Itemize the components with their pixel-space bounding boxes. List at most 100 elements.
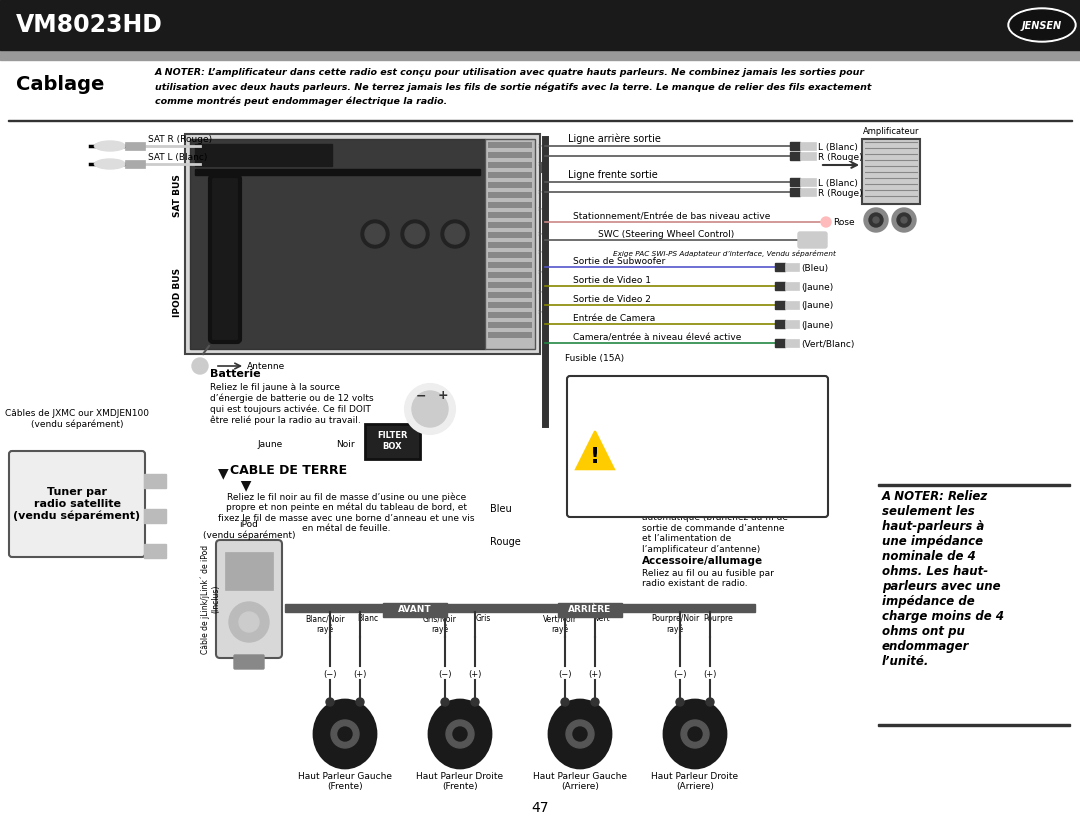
Text: SAT L (Blanc): SAT L (Blanc) (148, 153, 207, 162)
Circle shape (365, 224, 384, 244)
Bar (800, 178, 816, 186)
Bar (775, 263, 785, 271)
Bar (383, 603, 447, 617)
Text: Antenne: Antenne (247, 361, 285, 370)
Text: (−): (−) (323, 670, 337, 679)
Bar (8, 120, 1072, 121)
Circle shape (901, 217, 907, 223)
Text: Gris/Noir
rayé: Gris/Noir rayé (423, 614, 457, 634)
Text: (+): (+) (589, 670, 602, 679)
Bar (0, 50, 1080, 60)
Text: ▼: ▼ (218, 466, 229, 480)
Bar (878, 724, 1070, 726)
Text: SAT BUS: SAT BUS (173, 174, 181, 217)
Ellipse shape (94, 161, 106, 167)
Text: (+): (+) (703, 670, 717, 679)
Text: IPOD BUS: IPOD BUS (173, 268, 181, 317)
Ellipse shape (1010, 10, 1074, 40)
Bar (488, 162, 532, 168)
Bar (285, 604, 755, 612)
Text: Stationnement/Entrée de bas niveau active: Stationnement/Entrée de bas niveau activ… (573, 212, 770, 221)
Text: (Jaune): (Jaune) (801, 302, 834, 310)
Bar (488, 262, 532, 268)
Circle shape (453, 727, 467, 741)
Text: FILTER
BOX: FILTER BOX (377, 431, 407, 450)
Circle shape (356, 698, 364, 706)
Text: A NOTER: Reliez
seulement les
haut-parleurs à
une impédance
nominale de 4
ohms. : A NOTER: Reliez seulement les haut-parle… (882, 490, 1004, 668)
FancyBboxPatch shape (567, 376, 828, 517)
Text: »: » (537, 206, 541, 212)
Text: »: » (537, 161, 541, 167)
Text: −: − (416, 389, 427, 402)
Text: !: ! (590, 447, 600, 467)
Text: Gris: Gris (475, 614, 490, 623)
FancyBboxPatch shape (216, 540, 282, 658)
Text: A NOTER: L’amplificateur dans cette radio est conçu pour utilisation avec quatre: A NOTER: L’amplificateur dans cette radi… (156, 68, 865, 77)
Bar (488, 292, 532, 298)
Circle shape (445, 224, 465, 244)
Text: (Jaune): (Jaune) (801, 320, 834, 329)
Bar (144, 474, 166, 488)
Circle shape (892, 208, 916, 232)
Bar (144, 544, 166, 558)
Bar (485, 139, 535, 349)
Text: Jaune: Jaune (257, 440, 283, 449)
Bar (775, 320, 785, 328)
Text: (−): (−) (558, 670, 571, 679)
Text: JENSEN: JENSEN (1022, 21, 1062, 31)
Bar (488, 322, 532, 328)
Text: ▼: ▼ (232, 478, 252, 492)
Bar (488, 232, 532, 238)
Text: Le fil rose de stationnement
DOIT être relié au côté
commuté du circuit de
coupu: Le fil rose de stationnement DOIT être r… (620, 401, 755, 463)
Text: Reliez le fil noir au fil de masse d’usine ou une pièce
propre et non peinte en : Reliez le fil noir au fil de masse d’usi… (218, 492, 474, 533)
Circle shape (338, 727, 352, 741)
Circle shape (361, 220, 389, 248)
Circle shape (405, 384, 455, 434)
Bar (785, 301, 799, 309)
Text: Pourpre: Pourpre (703, 614, 733, 623)
Text: R (Rouge): R (Rouge) (818, 153, 863, 162)
Text: L (Blanc): L (Blanc) (818, 143, 858, 152)
Text: R (Rouge): R (Rouge) (818, 188, 863, 198)
Text: Reliez au fil ou au fusible par
radio existant de radio.: Reliez au fil ou au fusible par radio ex… (642, 569, 774, 589)
Text: Vert/Noir
rayé: Vert/Noir rayé (543, 614, 577, 634)
Circle shape (869, 213, 883, 227)
Bar (785, 282, 799, 290)
Text: Accessoire/allumage: Accessoire/allumage (642, 556, 764, 566)
Bar (488, 282, 532, 288)
Text: (Bleu): (Bleu) (801, 264, 828, 273)
Bar (488, 152, 532, 158)
Text: Haut Parleur Droite
(Frente): Haut Parleur Droite (Frente) (417, 772, 503, 791)
Bar (488, 272, 532, 278)
Bar (488, 222, 532, 228)
Bar (195, 144, 332, 166)
Circle shape (591, 698, 599, 706)
Text: Commande d’antenne
automatique (branchez au fil de
sortie de commande d’antenne
: Commande d’antenne automatique (branchez… (642, 503, 788, 554)
Text: Vert: Vert (595, 614, 611, 623)
Text: +: + (438, 389, 448, 402)
Ellipse shape (549, 700, 611, 768)
Circle shape (681, 720, 708, 748)
Bar (862, 139, 920, 204)
Circle shape (192, 358, 208, 374)
Bar (195, 169, 480, 175)
Circle shape (566, 720, 594, 748)
Text: 47: 47 (531, 801, 549, 815)
Circle shape (441, 220, 469, 248)
Bar (800, 152, 816, 160)
Bar (144, 509, 166, 523)
Text: IMPORTANT!: IMPORTANT! (620, 387, 707, 400)
Bar (488, 302, 532, 308)
Text: CABLE DE TERRE: CABLE DE TERRE (230, 464, 347, 477)
Text: AVANT: AVANT (399, 605, 432, 615)
Text: (−): (−) (673, 670, 687, 679)
Bar (789, 188, 800, 196)
Bar (775, 282, 785, 290)
Bar (488, 142, 532, 148)
Text: Rouge: Rouge (490, 537, 521, 547)
Text: (−): (−) (438, 670, 451, 679)
Bar (800, 188, 816, 196)
Text: VM8023HD: VM8023HD (16, 13, 163, 37)
Bar (789, 178, 800, 186)
Bar (789, 142, 800, 150)
